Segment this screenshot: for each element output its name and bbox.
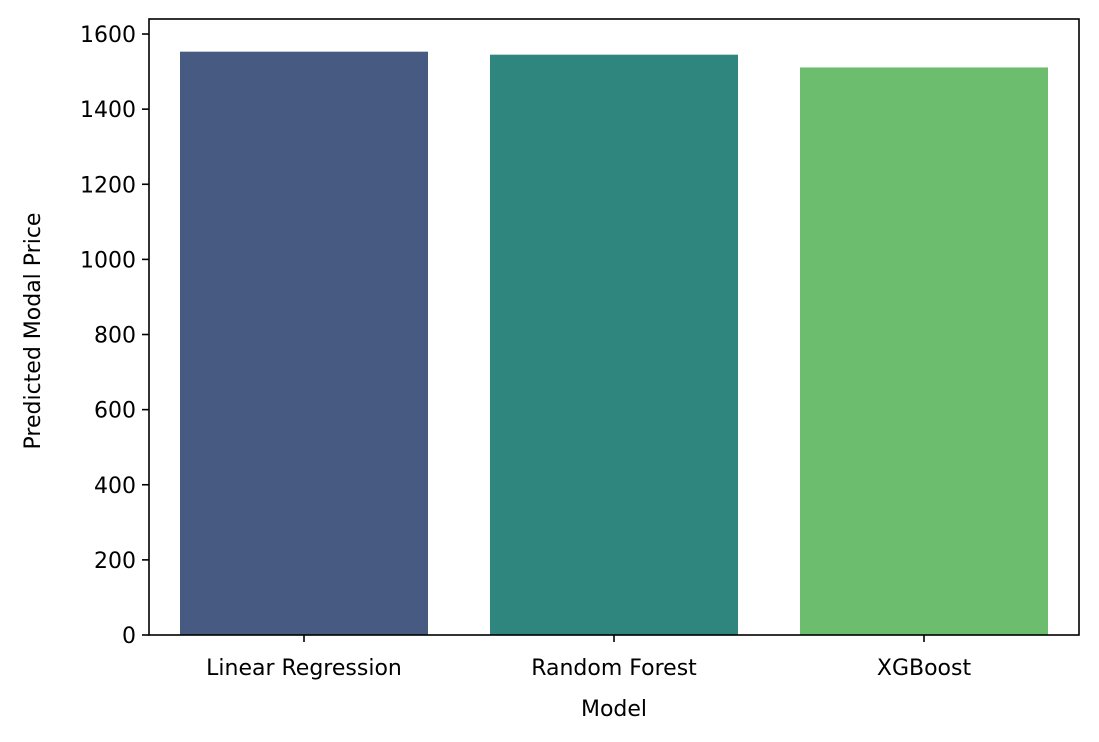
bar <box>180 51 428 636</box>
y-tick-label: 800 <box>94 324 136 349</box>
y-tick-label: 1200 <box>80 173 136 198</box>
bar <box>800 67 1048 635</box>
y-tick-label: 600 <box>94 399 136 424</box>
y-axis: 0 200 400 600 800 1000 1200 1400 1600 <box>80 23 149 649</box>
y-tick-label: 400 <box>94 474 136 499</box>
y-tick-label: 0 <box>122 624 136 649</box>
plot-frame <box>148 18 1080 636</box>
y-tick-label: 200 <box>94 549 136 574</box>
x-tick-label: Random Forest <box>531 656 697 681</box>
x-axis-label: Model <box>581 697 647 722</box>
x-axis: Linear Regression Random Forest XGBoost <box>206 635 971 681</box>
y-tick-label: 1000 <box>80 248 136 273</box>
x-tick-label: Linear Regression <box>206 656 402 681</box>
y-tick-label: 1400 <box>80 98 136 123</box>
bars-group <box>180 51 1048 636</box>
y-tick-label: 1600 <box>80 23 136 48</box>
bar <box>490 54 738 636</box>
y-axis-label: Predicted Modal Price <box>21 213 46 450</box>
x-tick-label: XGBoost <box>877 656 972 681</box>
